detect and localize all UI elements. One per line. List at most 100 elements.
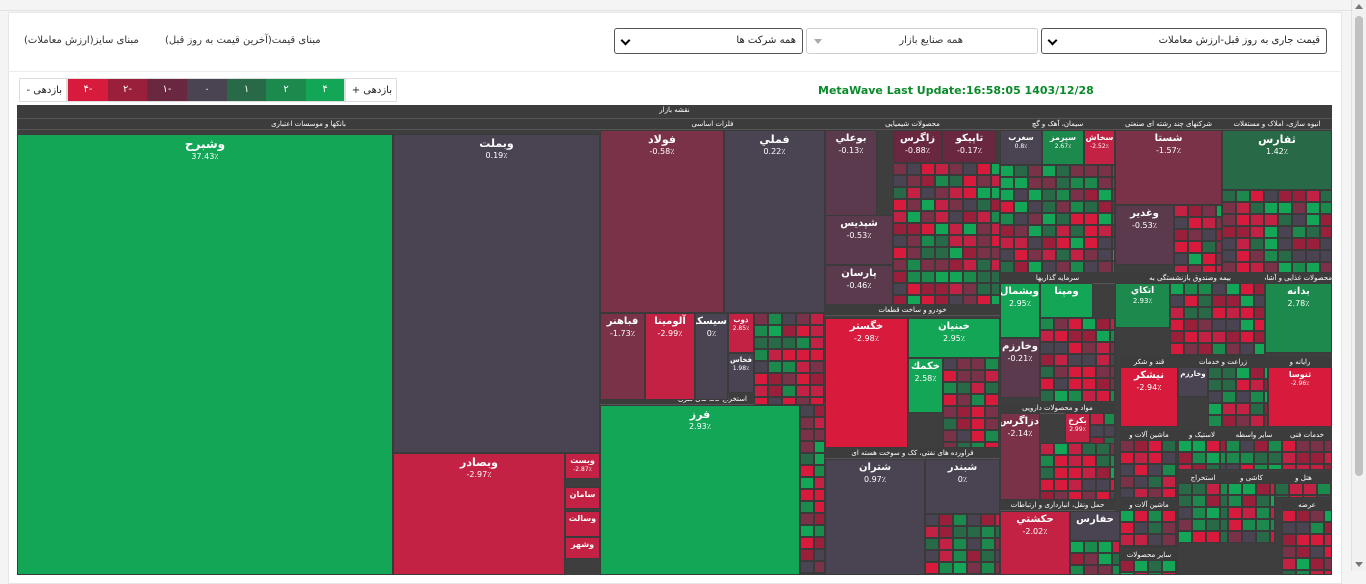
stock-tile-small[interactable] (1176, 488, 1178, 498)
stock-tile-small[interactable] (1292, 262, 1306, 273)
stock-tile-small[interactable] (1110, 479, 1115, 491)
stock-tile-small[interactable] (1222, 250, 1236, 262)
stock-tile-small[interactable] (957, 358, 971, 370)
stock-tile[interactable]: خگستر -2.98٪ (825, 318, 908, 448)
stock-tile-small[interactable] (1028, 165, 1042, 177)
stock-tile-small[interactable] (1070, 177, 1084, 189)
stock-tile-small[interactable] (953, 526, 967, 538)
stock-tile-small[interactable] (1256, 519, 1270, 531)
stock-tile-small[interactable] (1212, 319, 1226, 331)
stock-tile-small[interactable] (943, 382, 957, 394)
stock-tile-small[interactable] (1084, 189, 1098, 201)
stock-tile-small[interactable] (1264, 190, 1278, 202)
stock-tile-small[interactable] (1098, 225, 1112, 237)
stock-tile-small[interactable] (782, 361, 796, 373)
stock-tile-small[interactable] (1120, 440, 1134, 452)
stock-tile-small[interactable] (1040, 443, 1054, 455)
stock-tile-small[interactable] (985, 370, 999, 382)
stock-tile-small[interactable] (893, 295, 907, 305)
stock-tile-small[interactable] (782, 397, 796, 405)
stock-tile-small[interactable] (1192, 440, 1206, 452)
stock-tile-small[interactable] (1042, 177, 1056, 189)
stock-tile-small[interactable] (949, 283, 963, 295)
stock-tile-small[interactable] (1096, 366, 1110, 378)
stock-tile-small[interactable] (925, 562, 939, 574)
stock-tile-small[interactable] (907, 211, 921, 223)
stock-tile-small[interactable] (1096, 330, 1110, 342)
stock-tile-small[interactable] (1028, 177, 1042, 189)
stock-tile-small[interactable] (1228, 531, 1242, 543)
stock-tile[interactable]: وخارزم (1178, 367, 1208, 397)
stock-tile-small[interactable] (957, 430, 971, 442)
stock-tile-small[interactable] (925, 550, 939, 562)
vertical-scrollbar[interactable] (1351, 0, 1366, 571)
stock-tile-small[interactable] (1226, 452, 1240, 464)
stock-tile-small[interactable] (1176, 510, 1178, 522)
stock-tile-small[interactable] (893, 163, 907, 175)
stock-tile-small[interactable] (1282, 510, 1296, 522)
stock-tile-small[interactable] (963, 223, 977, 235)
stock-tile-small[interactable] (768, 397, 782, 405)
stock-tile-small[interactable] (814, 429, 825, 441)
stock-tile-small[interactable] (991, 271, 1000, 283)
scroll-up-icon[interactable] (1355, 4, 1363, 9)
stock-tile[interactable]: وسالت (565, 511, 600, 537)
stock-tile-small[interactable] (1098, 177, 1112, 189)
stock-tile-small[interactable] (1282, 464, 1296, 470)
stock-tile[interactable]: فباهنر -1.73٪ (600, 313, 645, 400)
stock-tile-small[interactable] (1220, 507, 1228, 519)
stock-tile-small[interactable] (1162, 560, 1176, 572)
stock-tile-small[interactable] (1206, 519, 1220, 531)
stock-tile-small[interactable] (1000, 249, 1014, 261)
stock-tile-small[interactable] (1068, 491, 1082, 500)
stock-tile-small[interactable] (1176, 572, 1178, 575)
stock-tile-small[interactable] (1296, 558, 1310, 570)
stock-tile-small[interactable] (1082, 378, 1096, 390)
stock-tile-small[interactable] (754, 337, 768, 349)
stock-tile-small[interactable] (963, 199, 977, 211)
stock-tile-small[interactable] (754, 373, 768, 385)
stock-tile-small[interactable] (1134, 452, 1148, 464)
stock-tile-small[interactable] (1192, 452, 1206, 464)
stock-tile-small[interactable] (1056, 189, 1070, 201)
stock-tile-small[interactable] (1170, 343, 1184, 355)
stock-tile-small[interactable] (1082, 467, 1096, 479)
stock-tile-small[interactable] (1236, 262, 1250, 273)
stock-tile[interactable]: سغرب 0.8٪ (1000, 130, 1042, 165)
stock-tile-small[interactable] (1082, 455, 1096, 467)
stock-tile-small[interactable] (967, 538, 981, 550)
stock-tile-small[interactable] (1000, 189, 1014, 201)
stock-tile-small[interactable] (1192, 507, 1206, 519)
stock-tile-small[interactable] (1120, 560, 1134, 572)
stock-tile-small[interactable] (810, 325, 824, 337)
stock-tile[interactable]: حكشتي -2.02٪ (1000, 511, 1070, 575)
stock-tile-small[interactable] (935, 247, 949, 259)
stock-tile-small[interactable] (800, 489, 814, 501)
stock-tile-small[interactable] (1014, 213, 1028, 225)
stock-tile-small[interactable] (1162, 452, 1176, 464)
stock-tile-small[interactable] (1236, 403, 1250, 415)
stock-tile-small[interactable] (1188, 265, 1202, 273)
stock-tile-small[interactable] (1324, 522, 1332, 534)
stock-tile-small[interactable] (949, 235, 963, 247)
stock-tile-small[interactable] (991, 199, 1000, 211)
stock-tile-small[interactable] (1098, 249, 1112, 261)
stock-tile[interactable]: وبشمال 2.95٪ (1000, 283, 1040, 338)
stock-tile-small[interactable] (1242, 483, 1256, 495)
stock-tile-small[interactable] (1270, 495, 1275, 507)
stock-tile-small[interactable] (1174, 241, 1188, 253)
scrollbar-thumb[interactable] (1355, 16, 1363, 476)
stock-tile-small[interactable] (1188, 229, 1202, 241)
stock-tile-small[interactable] (1222, 238, 1236, 250)
stock-tile-small[interactable] (1110, 491, 1115, 500)
stock-tile-small[interactable] (981, 514, 995, 526)
stock-tile-small[interactable] (1056, 249, 1070, 261)
stock-tile-small[interactable] (1134, 476, 1148, 488)
stock-tile-small[interactable] (1028, 225, 1042, 237)
stock-tile-small[interactable] (1240, 440, 1254, 452)
stock-tile-small[interactable] (1292, 214, 1306, 226)
stock-tile-small[interactable] (1198, 295, 1212, 307)
stock-tile-small[interactable] (800, 537, 814, 549)
stock-tile-small[interactable] (907, 175, 921, 187)
stock-tile-small[interactable] (1028, 261, 1042, 273)
